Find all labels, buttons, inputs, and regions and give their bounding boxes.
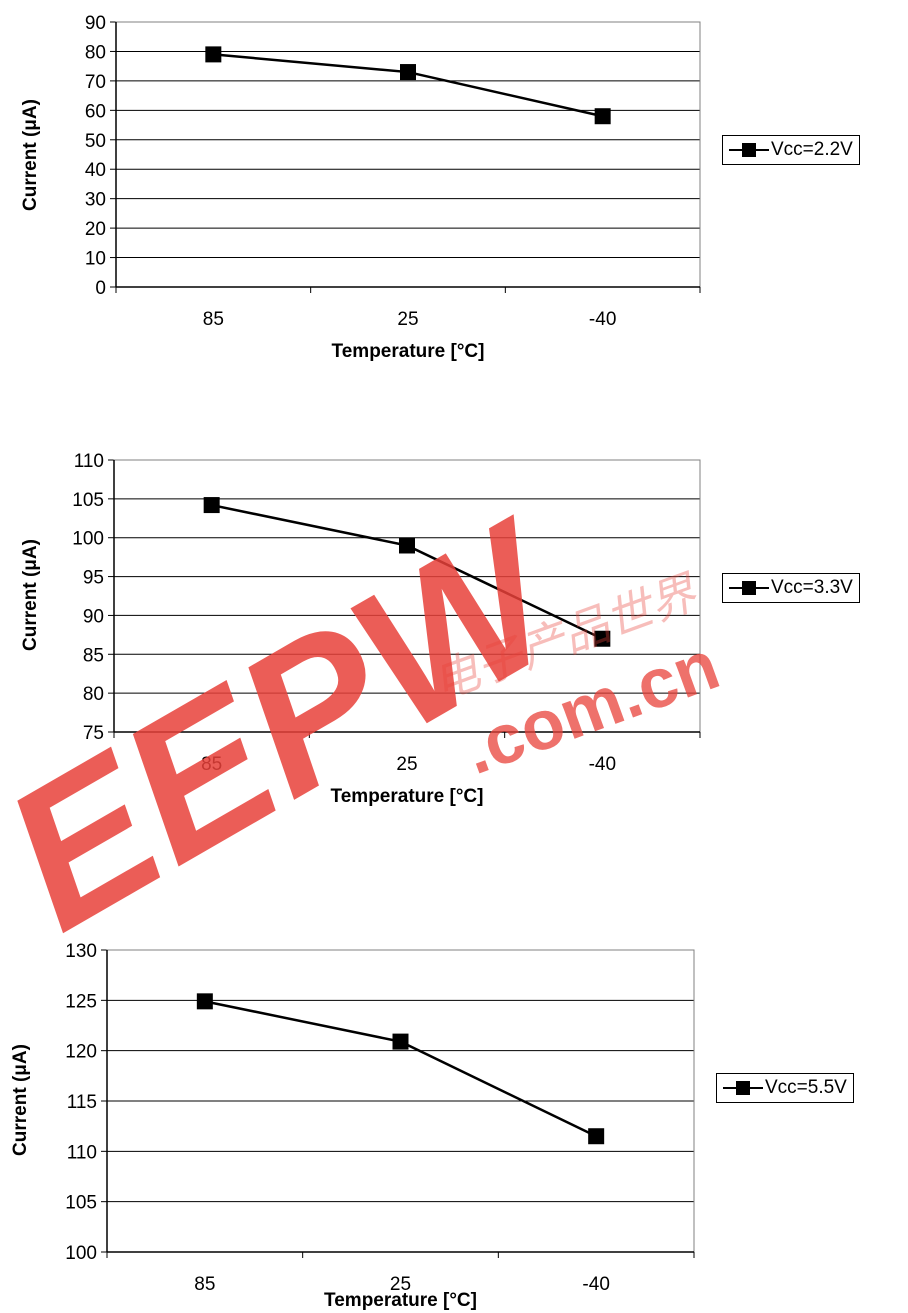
- series-line: [204, 1000, 597, 1138]
- y-tick-label: 110: [74, 451, 104, 472]
- x-tick-label: 25: [397, 309, 418, 330]
- y-tick-label: 110: [67, 1142, 97, 1163]
- x-tick-label: 25: [396, 754, 417, 775]
- x-tick-label: -40: [582, 1274, 609, 1295]
- data-point: [203, 497, 220, 514]
- y-tick-label: 75: [83, 723, 104, 744]
- y-tick-label: 100: [65, 1243, 97, 1264]
- y-tick-label: 115: [67, 1092, 97, 1113]
- x-axis-title: Temperature [°C]: [331, 786, 484, 807]
- y-tick-label: 30: [85, 190, 106, 211]
- legend: Vcc=2.2V: [722, 135, 860, 165]
- data-point: [205, 46, 222, 63]
- x-axis-title: Temperature [°C]: [332, 341, 485, 362]
- y-tick-label: 105: [65, 1193, 97, 1214]
- plot-frame: [113, 459, 701, 733]
- series-line: [213, 53, 603, 118]
- y-tick-label: 120: [65, 1042, 97, 1063]
- data-point: [588, 1128, 605, 1145]
- legend-marker-icon: [729, 140, 769, 160]
- y-tick-label: 100: [72, 529, 104, 550]
- y-tick-label: 80: [83, 684, 104, 705]
- y-tick-label: 10: [85, 249, 106, 270]
- x-tick-label: -40: [589, 754, 616, 775]
- chart-svg: 75 80 85 90 95 100 105 110 85 25 -40 Temperature [°…: [20, 451, 701, 807]
- y-tick-label: 50: [85, 131, 106, 152]
- series-line: [211, 503, 603, 640]
- data-point: [392, 1033, 409, 1050]
- x-tick-label: -40: [589, 309, 616, 330]
- legend: Vcc=3.3V: [722, 573, 860, 603]
- x-tick-label: 25: [390, 1274, 411, 1295]
- x-axis-title: Temperature [°C]: [324, 1290, 477, 1311]
- y-tick-label: 125: [65, 991, 97, 1012]
- data-point: [399, 537, 415, 554]
- legend-label: Vcc=2.2V: [771, 139, 853, 160]
- legend-marker-icon: [729, 578, 769, 598]
- chart-svg: 0 10 20 30 40 50 60 70 80 90 85 25 -40 Temperature [°…: [20, 13, 701, 362]
- y-axis-title: Current (μA): [10, 1044, 31, 1156]
- y-tick-label: 95: [83, 568, 104, 589]
- y-tick-label: 90: [83, 606, 104, 627]
- y-tick-label: 105: [72, 490, 104, 511]
- x-tick-label: 85: [203, 309, 224, 330]
- data-point: [196, 993, 213, 1010]
- y-tick-label: 80: [85, 42, 106, 63]
- chart-svg: 100 105 110 115 120 125 130 85 25 -40 Temperature …: [10, 941, 695, 1311]
- chart-vcc-3-3v: 75 80 85 90 95 100 105 110 85 25 -40 Temperature [°…: [0, 440, 908, 820]
- legend: Vcc=5.5V: [716, 1073, 854, 1103]
- y-tick-label: 20: [85, 219, 106, 240]
- plot-frame: [115, 21, 701, 288]
- legend-label: Vcc=5.5V: [765, 1077, 847, 1098]
- y-tick-label: 0: [95, 278, 106, 299]
- y-tick-label: 40: [85, 160, 106, 181]
- y-tick-label: 85: [83, 645, 104, 666]
- data-point: [594, 630, 611, 647]
- y-tick-label: 70: [85, 72, 106, 93]
- x-tick-label: 85: [194, 1274, 215, 1295]
- y-axis-title: Current (μA): [20, 99, 41, 211]
- legend-label: Vcc=3.3V: [771, 577, 853, 598]
- chart-vcc-2-2v: 0 10 20 30 40 50 60 70 80 90 85 25 -40 Temperature [°…: [0, 0, 908, 380]
- y-tick-label: 60: [85, 101, 106, 122]
- x-tick-label: 85: [201, 754, 222, 775]
- y-tick-label: 130: [65, 941, 97, 962]
- chart-vcc-5-5v: 100 105 110 115 120 125 130 85 25 -40 Temperature …: [0, 930, 908, 1313]
- data-point: [594, 108, 611, 125]
- legend-marker-icon: [723, 1078, 763, 1098]
- y-axis-title: Current (μA): [20, 539, 41, 651]
- data-point: [400, 64, 416, 81]
- y-tick-label: 90: [85, 13, 106, 34]
